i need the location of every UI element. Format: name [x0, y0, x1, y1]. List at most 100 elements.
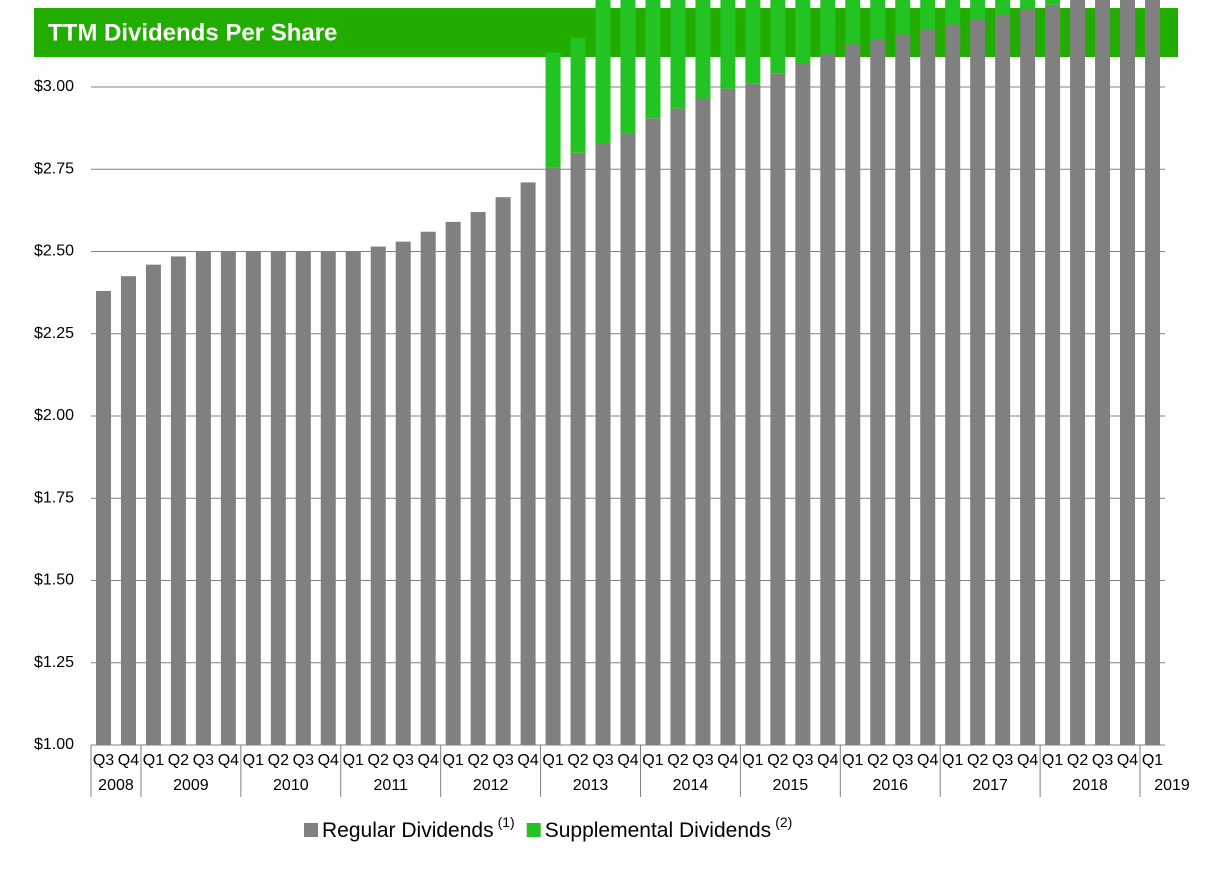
- bar-segment: [670, 0, 686, 109]
- x-tick-label: Q2: [467, 752, 488, 769]
- bar-segment: [695, 0, 711, 99]
- x-group-label: 2016: [872, 777, 908, 794]
- x-tick-label: Q2: [567, 752, 588, 769]
- x-group-label: 2011: [374, 777, 409, 794]
- x-group-label: 2019: [1154, 777, 1190, 794]
- y-tick-label: $1.25: [34, 654, 74, 671]
- legend: Regular Dividends (1) Supplemental Dividen…: [304, 814, 792, 842]
- bar-segment: [620, 0, 636, 134]
- bar-segment: [245, 251, 261, 745]
- x-tick-label: Q2: [1067, 752, 1088, 769]
- bar-segment: [870, 39, 886, 746]
- x-tick-label: Q3: [393, 752, 414, 769]
- bar-segment: [1045, 0, 1061, 5]
- x-tick-label: Q1: [542, 752, 563, 769]
- bar-segment: [120, 276, 136, 745]
- bar-segment: [545, 52, 561, 168]
- legend-swatch: [526, 823, 541, 837]
- x-group-label: 2014: [673, 777, 709, 794]
- bar-segment: [845, 0, 861, 45]
- x-tick-label: Q1: [942, 752, 963, 769]
- bar-segment: [895, 34, 911, 746]
- x-group-label: 2017: [972, 777, 1008, 794]
- bar-segment: [220, 251, 236, 745]
- bar-segment: [520, 182, 536, 745]
- legend-footnote: (1): [498, 814, 515, 830]
- bar-segment: [970, 0, 986, 20]
- x-tick-label: Q3: [692, 752, 713, 769]
- x-tick-label: Q2: [967, 752, 988, 769]
- bar-segment: [1145, 0, 1161, 745]
- bar-segment: [170, 256, 186, 745]
- bar-segment: [295, 251, 311, 745]
- bar-segment: [645, 0, 661, 119]
- legend-footnote: (2): [775, 814, 792, 830]
- x-tick-label: Q3: [93, 752, 114, 769]
- bar-segment: [995, 0, 1011, 15]
- bar-segment: [820, 54, 836, 746]
- x-group-label: 2015: [773, 777, 809, 794]
- y-tick-label: $1.50: [34, 572, 74, 589]
- bar-segment: [720, 0, 736, 89]
- bar-segment: [920, 29, 936, 746]
- x-tick-label: Q4: [817, 752, 838, 769]
- x-tick-label: Q1: [1142, 752, 1163, 769]
- legend-label: Supplemental Dividends (2): [545, 814, 793, 842]
- x-tick-label: Q1: [442, 752, 463, 769]
- bar-segment: [720, 88, 736, 745]
- bar-segment: [745, 83, 761, 745]
- bar-segment: [420, 231, 436, 745]
- bar-segment: [670, 108, 686, 745]
- x-tick-label: Q3: [293, 752, 314, 769]
- x-group-label: 2018: [1072, 777, 1108, 794]
- x-tick-label: Q4: [617, 752, 638, 769]
- bar-segment: [970, 19, 986, 746]
- bar-segment: [895, 0, 911, 35]
- bar-segment: [595, 142, 611, 745]
- bar-segment: [845, 44, 861, 746]
- x-tick-label: Q3: [892, 752, 913, 769]
- bar-segment: [370, 246, 386, 745]
- bar-segment: [870, 0, 886, 40]
- bar-segment: [570, 152, 586, 746]
- y-tick-label: $2.50: [34, 243, 74, 260]
- y-tick-label: $2.25: [34, 325, 74, 342]
- x-tick-label: Q2: [867, 752, 888, 769]
- x-tick-label: Q2: [667, 752, 688, 769]
- bar-segment: [95, 290, 111, 745]
- y-tick-label: $2.00: [34, 407, 74, 424]
- x-tick-label: Q4: [917, 752, 938, 769]
- x-group-label: 2008: [98, 777, 134, 794]
- bar-segment: [945, 0, 961, 25]
- bar-segment: [645, 118, 661, 745]
- bar-segment: [345, 251, 361, 745]
- legend-swatch: [304, 823, 318, 837]
- bar-segment: [745, 0, 761, 84]
- x-tick-label: Q1: [742, 752, 763, 769]
- x-tick-label: Q3: [193, 752, 214, 769]
- chart-title: TTM Dividends Per Share: [48, 19, 337, 46]
- x-tick-label: Q4: [1017, 752, 1038, 769]
- x-tick-label: Q4: [418, 752, 439, 769]
- x-tick-label: Q2: [368, 752, 389, 769]
- bar-segment: [1020, 0, 1036, 10]
- bar-segment: [695, 98, 711, 745]
- bar-segment: [770, 73, 786, 746]
- bar-segment: [1095, 0, 1111, 745]
- x-tick-label: Q4: [218, 752, 239, 769]
- x-tick-label: Q4: [517, 752, 538, 769]
- x-tick-label: Q3: [492, 752, 513, 769]
- x-tick-label: Q4: [318, 752, 339, 769]
- bar-segment: [795, 63, 811, 746]
- bar-segment: [195, 251, 211, 745]
- bar-segment: [320, 251, 336, 745]
- bar-segment: [995, 14, 1011, 746]
- x-group-label: 2013: [573, 777, 609, 794]
- x-tick-label: Q2: [268, 752, 289, 769]
- x-tick-label: Q4: [1117, 752, 1138, 769]
- bar-segment: [945, 24, 961, 746]
- legend-label: Regular Dividends (1): [322, 814, 515, 842]
- bar-segment: [820, 0, 836, 55]
- x-tick-label: Q1: [642, 752, 663, 769]
